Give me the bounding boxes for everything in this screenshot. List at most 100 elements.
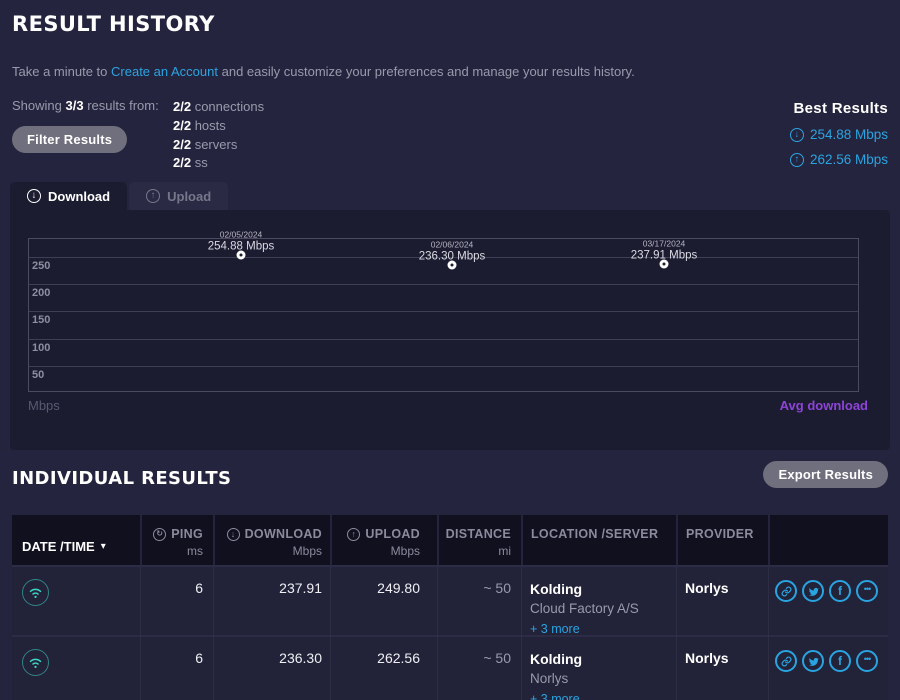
column-header-location: LOCATION /SERVER (521, 515, 676, 565)
gridline-200: 200 (29, 284, 858, 299)
filter-label: servers (194, 136, 238, 152)
location-server: Norlys (530, 671, 569, 686)
filter-label: hosts (194, 117, 226, 133)
header-unit: Mbps (292, 544, 322, 558)
provider-cell: Norlys (676, 567, 768, 636)
intro-prefix: Take a minute to (12, 64, 108, 79)
data-point-3: 03/17/2024 237.91 Mbps (631, 239, 697, 269)
avg-download-legend[interactable]: Avg download (779, 398, 868, 413)
tab-upload[interactable]: ↑ Upload (129, 182, 229, 210)
data-point-date: 02/05/2024 (219, 229, 263, 240)
header-unit: Mbps (390, 544, 420, 558)
provider-cell: Norlys (676, 637, 768, 700)
facebook-glyph: f (838, 654, 842, 668)
best-results-title: Best Results (793, 100, 888, 117)
more-servers-link[interactable]: + 3 more (530, 692, 580, 700)
filter-item-hosts: 2/2 hosts (173, 117, 264, 136)
twitter-share-icon[interactable] (802, 650, 824, 672)
ping-cell: 6 (140, 637, 213, 700)
upload-circle-icon: ↑ (347, 527, 361, 541)
table-row: 6 237.91 249.80 ~ 50 Kolding Cloud Facto… (12, 565, 888, 636)
location-city: Kolding (530, 651, 583, 667)
more-glyph: ••• (863, 654, 872, 664)
filter-item-servers: 2/2 servers (173, 136, 264, 155)
data-point-value: 254.88 Mbps (207, 240, 275, 253)
intro-suffix: and easily customize your preferences an… (221, 64, 635, 79)
header-label: DATE /TIME (22, 538, 95, 554)
data-point-1: 02/05/2024 254.88 Mbps (208, 230, 274, 260)
download-cell: 237.91 (213, 567, 330, 636)
distance-cell: ~ 50 (437, 637, 521, 700)
header-label: LOCATION /SERVER (531, 527, 659, 541)
more-servers-link[interactable]: + 3 more (530, 622, 580, 636)
distance-cell: ~ 50 (437, 567, 521, 636)
showing-count: 3/3 (65, 98, 84, 113)
best-upload: ↑ 262.56 Mbps (789, 152, 888, 167)
filter-label: connections (194, 99, 265, 114)
gridline-150: 150 (29, 311, 858, 326)
data-point-date: 02/06/2024 (430, 239, 474, 250)
gridline-250: 250 (29, 257, 858, 272)
create-account-link[interactable]: Create an Account (111, 64, 218, 79)
filter-count: 2/2 (173, 99, 192, 114)
showing-summary: Showing 3/3 results from: (12, 98, 159, 113)
header-label: DISTANCE (445, 527, 511, 541)
filter-count: 2/2 (173, 117, 192, 133)
column-header-ping: ↻ PING ms (140, 515, 213, 565)
header-label: UPLOAD (365, 527, 420, 541)
column-header-distance: DISTANCE mi (437, 515, 521, 565)
download-cell: 236.30 (213, 637, 330, 700)
results-table: DATE /TIME ▾ ↻ PING ms ↓ DOWNLOAD Mbps ↑ UP… (12, 515, 888, 700)
column-header-upload: ↑ UPLOAD Mbps (330, 515, 437, 565)
location-cell: Kolding Cloud Factory A/S + 3 more (521, 567, 676, 636)
download-circle-icon: ↓ (226, 527, 240, 541)
header-label: PROVIDER (686, 527, 754, 541)
column-header-download: ↓ DOWNLOAD Mbps (213, 515, 330, 565)
data-point-dot[interactable] (236, 250, 246, 260)
header-unit: mi (498, 544, 511, 558)
download-circle-icon: ↓ (27, 189, 41, 203)
datetime-cell (12, 567, 140, 636)
data-point-value: 237.91 Mbps (630, 249, 698, 262)
filter-summary-list: 2/2 connections 2/2 hosts 2/2 servers 2/… (173, 98, 264, 173)
header-unit: ms (187, 544, 203, 558)
data-point-dot[interactable] (659, 259, 669, 269)
twitter-share-icon[interactable] (802, 580, 824, 602)
chart-tabs: ↓ Download ↑ Upload (10, 182, 230, 210)
filter-results-button[interactable]: Filter Results (12, 126, 128, 153)
best-download-value: 254.88 Mbps (809, 127, 888, 142)
showing-prefix: Showing (12, 98, 62, 113)
ytick-50: 50 (32, 369, 45, 381)
wifi-icon (22, 649, 49, 676)
share-cell: f ••• (768, 567, 888, 636)
gridline-50: 50 (29, 366, 858, 381)
column-header-share (768, 515, 888, 565)
upload-cell: 249.80 (330, 567, 437, 636)
facebook-glyph: f (838, 584, 842, 598)
data-point-dot[interactable] (447, 260, 457, 270)
data-point-date: 03/17/2024 (642, 238, 686, 249)
more-options-icon[interactable]: ••• (856, 650, 878, 672)
table-row: 6 236.30 262.56 ~ 50 Kolding Norlys + 3 … (12, 635, 888, 700)
ytick-100: 100 (32, 342, 51, 354)
facebook-share-icon[interactable]: f (829, 580, 851, 602)
filter-item-connections: 2/2 connections (173, 98, 264, 117)
more-glyph: ••• (863, 584, 872, 594)
copy-link-icon[interactable] (775, 650, 797, 672)
column-header-datetime[interactable]: DATE /TIME ▾ (12, 515, 140, 565)
tab-download-label: Download (48, 188, 111, 204)
location-server: Cloud Factory A/S (530, 601, 639, 616)
sort-caret-icon: ▾ (100, 540, 106, 552)
tab-download[interactable]: ↓ Download (10, 182, 128, 210)
ping-cell: 6 (140, 567, 213, 636)
filter-count: 2/2 (173, 155, 192, 171)
export-results-button[interactable]: Export Results (763, 461, 888, 488)
facebook-share-icon[interactable]: f (829, 650, 851, 672)
copy-link-icon[interactable] (775, 580, 797, 602)
data-point-value: 236.30 Mbps (418, 250, 486, 263)
more-options-icon[interactable]: ••• (856, 580, 878, 602)
best-download: ↓ 254.88 Mbps (789, 127, 888, 142)
location-cell: Kolding Norlys + 3 more (521, 637, 676, 700)
filter-label: ss (194, 155, 208, 171)
header-label: PING (171, 527, 203, 541)
